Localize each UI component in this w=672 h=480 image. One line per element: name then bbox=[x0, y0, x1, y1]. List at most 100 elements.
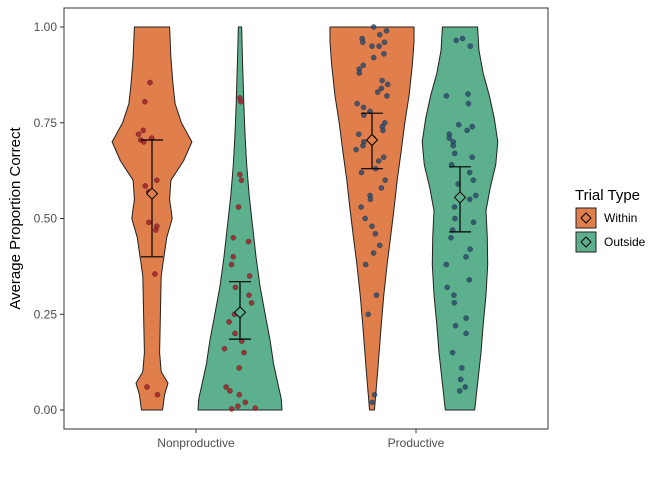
data-point bbox=[230, 234, 237, 241]
data-point bbox=[367, 196, 374, 203]
legend: Trial Type Within Outside bbox=[575, 187, 646, 253]
data-point bbox=[370, 54, 377, 61]
x-tick-label: Nonproductive bbox=[157, 436, 235, 450]
data-point bbox=[381, 39, 388, 46]
data-point bbox=[246, 273, 253, 279]
data-point bbox=[356, 70, 363, 76]
data-point bbox=[383, 27, 390, 34]
data-point bbox=[358, 204, 364, 210]
data-point bbox=[466, 169, 473, 176]
data-point bbox=[375, 158, 382, 164]
y-axis-title: Average Proportion Correct bbox=[7, 127, 24, 310]
data-point bbox=[466, 276, 473, 283]
data-point bbox=[232, 330, 238, 337]
data-point bbox=[384, 81, 391, 88]
data-point bbox=[154, 391, 161, 398]
data-point bbox=[147, 79, 153, 86]
data-point bbox=[227, 388, 233, 394]
violin-shape bbox=[197, 26, 283, 411]
data-point bbox=[360, 142, 366, 149]
data-point bbox=[459, 35, 466, 42]
data-point bbox=[378, 185, 385, 191]
data-point bbox=[241, 349, 247, 356]
data-point bbox=[355, 131, 362, 138]
data-point bbox=[464, 127, 470, 134]
data-point bbox=[455, 121, 462, 128]
data-point bbox=[378, 85, 385, 92]
data-point bbox=[369, 223, 375, 230]
x-tick-label: Productive bbox=[388, 436, 445, 450]
data-point bbox=[236, 365, 243, 371]
x-axis: Nonproductive Productive bbox=[157, 429, 445, 450]
mean-marker bbox=[145, 187, 159, 200]
legend-key-marker bbox=[580, 212, 592, 224]
data-point bbox=[382, 177, 389, 184]
data-point bbox=[359, 39, 366, 46]
data-point bbox=[466, 196, 473, 203]
data-point bbox=[452, 215, 458, 222]
legend-key-marker bbox=[580, 236, 592, 248]
data-point bbox=[140, 127, 147, 134]
y-tick-label: 1.00 bbox=[34, 20, 58, 34]
data-point bbox=[381, 50, 387, 57]
mean-marker bbox=[365, 133, 379, 147]
data-point bbox=[238, 338, 245, 344]
data-point bbox=[245, 238, 252, 245]
data-point bbox=[451, 299, 458, 306]
data-point bbox=[365, 311, 372, 318]
y-tick-label: 0.75 bbox=[34, 116, 58, 130]
data-point bbox=[470, 177, 477, 184]
data-point bbox=[362, 261, 369, 268]
data-point bbox=[373, 292, 380, 298]
data-point bbox=[451, 150, 458, 157]
data-point bbox=[462, 384, 469, 390]
data-point bbox=[376, 242, 383, 249]
data-point bbox=[372, 230, 379, 237]
y-tick-label: 0.25 bbox=[34, 307, 58, 321]
violin-group-nonproductive-outside bbox=[197, 26, 283, 412]
data-point bbox=[142, 98, 148, 105]
data-point bbox=[467, 43, 474, 50]
data-point bbox=[472, 192, 479, 199]
data-point bbox=[458, 365, 465, 371]
data-point bbox=[465, 91, 471, 97]
data-point bbox=[248, 299, 255, 306]
y-tick-label: 0.00 bbox=[34, 403, 58, 417]
y-tick-label: 0.50 bbox=[34, 212, 58, 226]
data-point bbox=[371, 391, 378, 398]
violin-group-nonproductive-within bbox=[111, 26, 193, 411]
data-point bbox=[358, 169, 365, 176]
data-point bbox=[252, 405, 259, 411]
mean-marker bbox=[233, 306, 247, 319]
data-point bbox=[376, 31, 383, 38]
data-point bbox=[135, 131, 142, 138]
data-point bbox=[451, 292, 457, 298]
data-point bbox=[152, 227, 159, 233]
data-point bbox=[443, 261, 450, 268]
data-point bbox=[235, 403, 241, 410]
data-point bbox=[376, 43, 382, 50]
data-point bbox=[223, 384, 229, 390]
data-point bbox=[370, 250, 377, 256]
data-point bbox=[226, 319, 232, 325]
data-point bbox=[380, 154, 387, 161]
data-point bbox=[246, 292, 252, 298]
plot-area bbox=[111, 24, 499, 412]
data-point bbox=[465, 100, 472, 107]
data-point bbox=[457, 376, 464, 383]
data-point bbox=[446, 135, 453, 141]
data-point bbox=[238, 177, 245, 184]
data-point bbox=[142, 183, 149, 189]
data-point bbox=[360, 104, 367, 111]
data-point bbox=[469, 154, 476, 161]
data-point bbox=[237, 98, 244, 105]
legend-title: Trial Type bbox=[575, 187, 640, 204]
data-point bbox=[463, 315, 469, 321]
mean-marker bbox=[453, 191, 467, 204]
data-point bbox=[369, 399, 376, 406]
data-point bbox=[152, 271, 158, 277]
data-point bbox=[140, 139, 147, 145]
data-point bbox=[236, 391, 243, 398]
data-point bbox=[463, 253, 469, 260]
data-point bbox=[362, 215, 368, 222]
